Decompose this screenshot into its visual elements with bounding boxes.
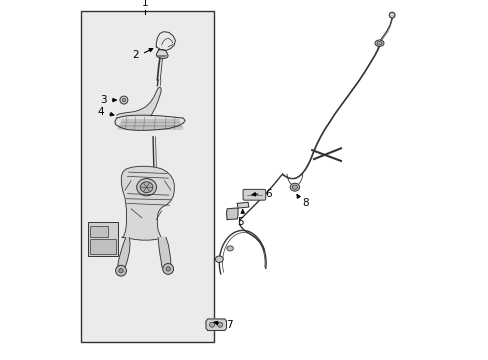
Bar xyxy=(90,226,108,237)
Polygon shape xyxy=(205,319,226,330)
Circle shape xyxy=(115,265,126,276)
Circle shape xyxy=(388,12,394,18)
Polygon shape xyxy=(118,238,130,271)
Polygon shape xyxy=(226,208,238,220)
Text: 7: 7 xyxy=(225,320,232,330)
Polygon shape xyxy=(156,50,168,58)
Bar xyxy=(90,239,116,254)
Polygon shape xyxy=(121,166,174,240)
Ellipse shape xyxy=(292,185,297,189)
Text: 3: 3 xyxy=(100,95,106,105)
Circle shape xyxy=(166,267,170,271)
Polygon shape xyxy=(115,115,185,130)
Circle shape xyxy=(119,269,123,273)
Text: 8: 8 xyxy=(302,198,308,208)
FancyBboxPatch shape xyxy=(243,189,265,200)
Ellipse shape xyxy=(374,40,383,46)
Text: 6: 6 xyxy=(265,189,271,199)
Polygon shape xyxy=(156,32,175,50)
Ellipse shape xyxy=(215,256,223,262)
Polygon shape xyxy=(158,238,170,270)
Text: 1: 1 xyxy=(142,0,148,8)
Circle shape xyxy=(120,96,127,104)
Ellipse shape xyxy=(140,182,153,193)
Bar xyxy=(88,222,118,256)
Circle shape xyxy=(122,98,125,102)
Text: 5: 5 xyxy=(236,217,243,227)
Bar xyxy=(81,11,213,342)
Text: 2: 2 xyxy=(132,50,139,60)
Ellipse shape xyxy=(226,246,233,251)
Circle shape xyxy=(163,264,173,274)
Circle shape xyxy=(217,322,222,327)
Text: 4: 4 xyxy=(97,107,103,117)
Ellipse shape xyxy=(289,183,299,191)
Ellipse shape xyxy=(376,41,381,45)
Polygon shape xyxy=(117,87,161,116)
Polygon shape xyxy=(237,202,248,208)
Ellipse shape xyxy=(137,179,156,196)
Circle shape xyxy=(209,322,214,327)
